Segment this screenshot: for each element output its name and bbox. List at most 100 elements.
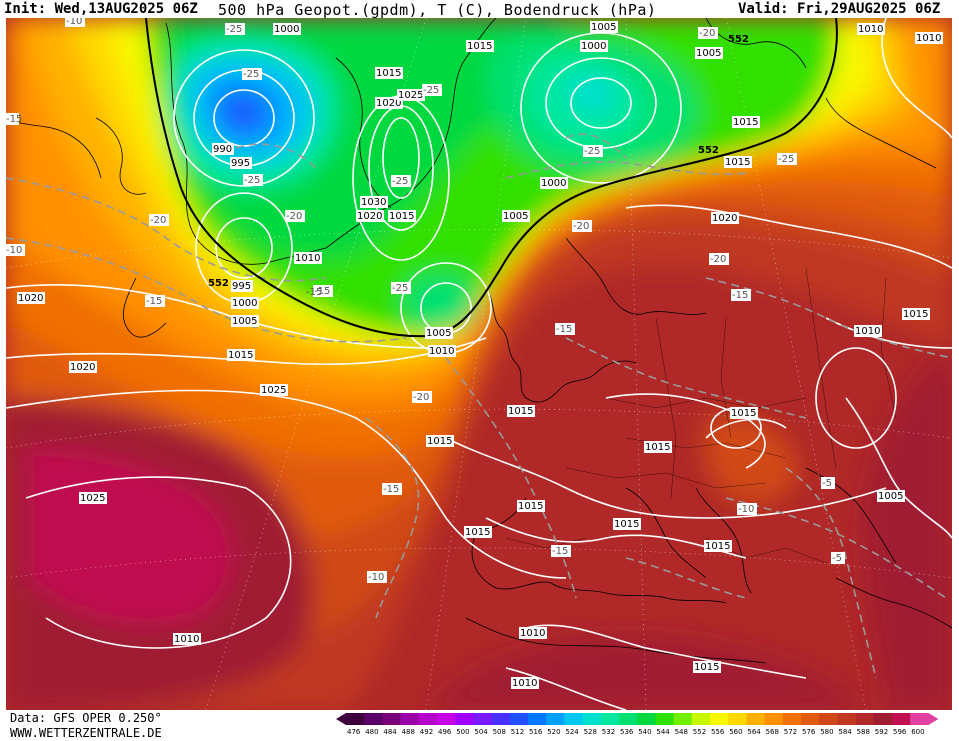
temp-label: -15 (731, 289, 751, 301)
legend-swatch (855, 713, 875, 725)
isobar-label: 1015 (732, 116, 760, 128)
legend-swatch (546, 713, 565, 725)
color-legend: 476 480 484 488 492 496 500 504 508 512 516 520 524 5… (336, 713, 939, 736)
temp-label: -20 (412, 391, 432, 403)
isobar-label: 1015 (704, 540, 732, 552)
isobar-label: 1005 (695, 47, 723, 59)
legend-tick-label: 600 (911, 728, 924, 736)
svg-text:-20: -20 (413, 392, 429, 403)
header-bar: Init: Wed,13AUG2025 06Z 500 hPa Geopot.(… (0, 0, 959, 19)
temp-label: -25 (225, 23, 245, 35)
legend-tick-label: 544 (656, 728, 670, 736)
legend-swatch (437, 713, 456, 725)
isobar-label: 1005 (590, 21, 618, 33)
isobar-label: 1025 (79, 492, 107, 504)
svg-text:1010: 1010 (512, 678, 537, 689)
isobar-label: 1025 (397, 89, 425, 101)
svg-text:1005: 1005 (696, 48, 721, 59)
svg-text:-15: -15 (732, 290, 748, 301)
legend-tick-label: 588 (857, 728, 870, 736)
temp-label: -15 (306, 287, 322, 298)
legend-tick-label: 492 (420, 728, 433, 736)
legend-swatch (637, 713, 656, 725)
legend-tick-label: 532 (602, 728, 615, 736)
legend-tick-label: 580 (820, 728, 833, 736)
temp-label: -10 (65, 18, 85, 27)
legend-tick-label: 508 (493, 728, 506, 736)
isobar-label: 1015 (730, 407, 758, 419)
svg-text:1020: 1020 (712, 213, 737, 224)
svg-text:-20: -20 (286, 211, 302, 222)
svg-text:1025: 1025 (261, 385, 286, 396)
isobar-label: 1000 (540, 177, 568, 189)
isobar-label: 1000 (580, 40, 608, 52)
svg-text:-20: -20 (699, 28, 715, 39)
svg-text:1010: 1010 (295, 253, 320, 264)
legend-tick-label: 584 (838, 728, 852, 736)
legend-swatch (655, 713, 674, 725)
legend-swatch (764, 713, 784, 725)
svg-text:1015: 1015 (733, 117, 758, 128)
svg-text:1000: 1000 (541, 178, 566, 189)
isobar-label: 1020 (375, 97, 403, 109)
legend-swatch (528, 713, 547, 725)
svg-text:-15: -15 (306, 287, 322, 298)
legend-swatch (564, 713, 583, 725)
temp-label: -25 (391, 282, 411, 294)
isobar-label: 1015 (517, 500, 545, 512)
legend-swatch (782, 713, 802, 725)
isobar-label: 1015 (693, 661, 721, 673)
svg-text:-15: -15 (6, 114, 22, 125)
svg-text:-15: -15 (314, 286, 330, 297)
legend-swatch (455, 713, 474, 725)
legend-tick-label: 576 (802, 728, 816, 736)
legend-tick-label: 548 (675, 728, 688, 736)
svg-text:-25: -25 (392, 176, 408, 187)
isobars (6, 18, 952, 710)
legend-swatch (382, 713, 401, 725)
svg-text:1005: 1005 (232, 316, 257, 327)
svg-text:1005: 1005 (426, 328, 451, 339)
isobar-label: 1015 (464, 526, 492, 538)
temp-label: -25 (422, 84, 442, 96)
svg-text:-15: -15 (556, 324, 572, 335)
svg-text:1010: 1010 (916, 33, 941, 44)
geopotential-label: 552 (208, 278, 229, 289)
valid-time: Valid: Fri,29AUG2025 06Z (738, 1, 941, 17)
svg-text:-15: -15 (146, 296, 162, 307)
svg-text:-25: -25 (244, 175, 260, 186)
contour-552 (145, 18, 838, 338)
svg-text:1010: 1010 (855, 326, 880, 337)
legend-tick-label: 596 (893, 728, 907, 736)
temp-label: -25 (777, 153, 797, 165)
isobar-label: 1010 (294, 252, 322, 264)
legend-swatch (346, 713, 365, 725)
legend-swatch (892, 713, 911, 725)
svg-text:-5: -5 (822, 478, 832, 489)
legend-swatch (691, 713, 711, 725)
legend-swatches (336, 713, 939, 725)
temp-label: -20 (709, 253, 729, 265)
legend-tick-label: 572 (784, 728, 797, 736)
svg-text:1005: 1005 (878, 491, 903, 502)
isobar-label: 1000 (231, 297, 259, 309)
graticule (6, 18, 952, 710)
svg-text:-15: -15 (552, 546, 568, 557)
temp-label: -20 (698, 27, 718, 39)
geopotential-label: 552 (698, 145, 719, 156)
temp-label: -5 (831, 552, 845, 564)
temperature-labels: -25 -10 -15 -25 -25 -20 -20 -25 -25 -25 … (6, 18, 845, 583)
svg-text:1015: 1015 (389, 211, 414, 222)
isobar-label: 1015 (388, 210, 416, 222)
legend-tick-label: 524 (565, 728, 579, 736)
temp-label: -15 (313, 285, 333, 297)
isobar-label: 1010 (428, 345, 456, 357)
svg-text:-10: -10 (66, 18, 82, 27)
isobar-label: 1015 (466, 40, 494, 52)
legend-swatch (746, 713, 765, 725)
svg-text:552: 552 (208, 278, 229, 289)
svg-text:-25: -25 (226, 24, 242, 35)
isobar-label: 1005 (502, 210, 530, 222)
svg-text:552: 552 (698, 145, 719, 156)
legend-swatch (619, 713, 638, 725)
